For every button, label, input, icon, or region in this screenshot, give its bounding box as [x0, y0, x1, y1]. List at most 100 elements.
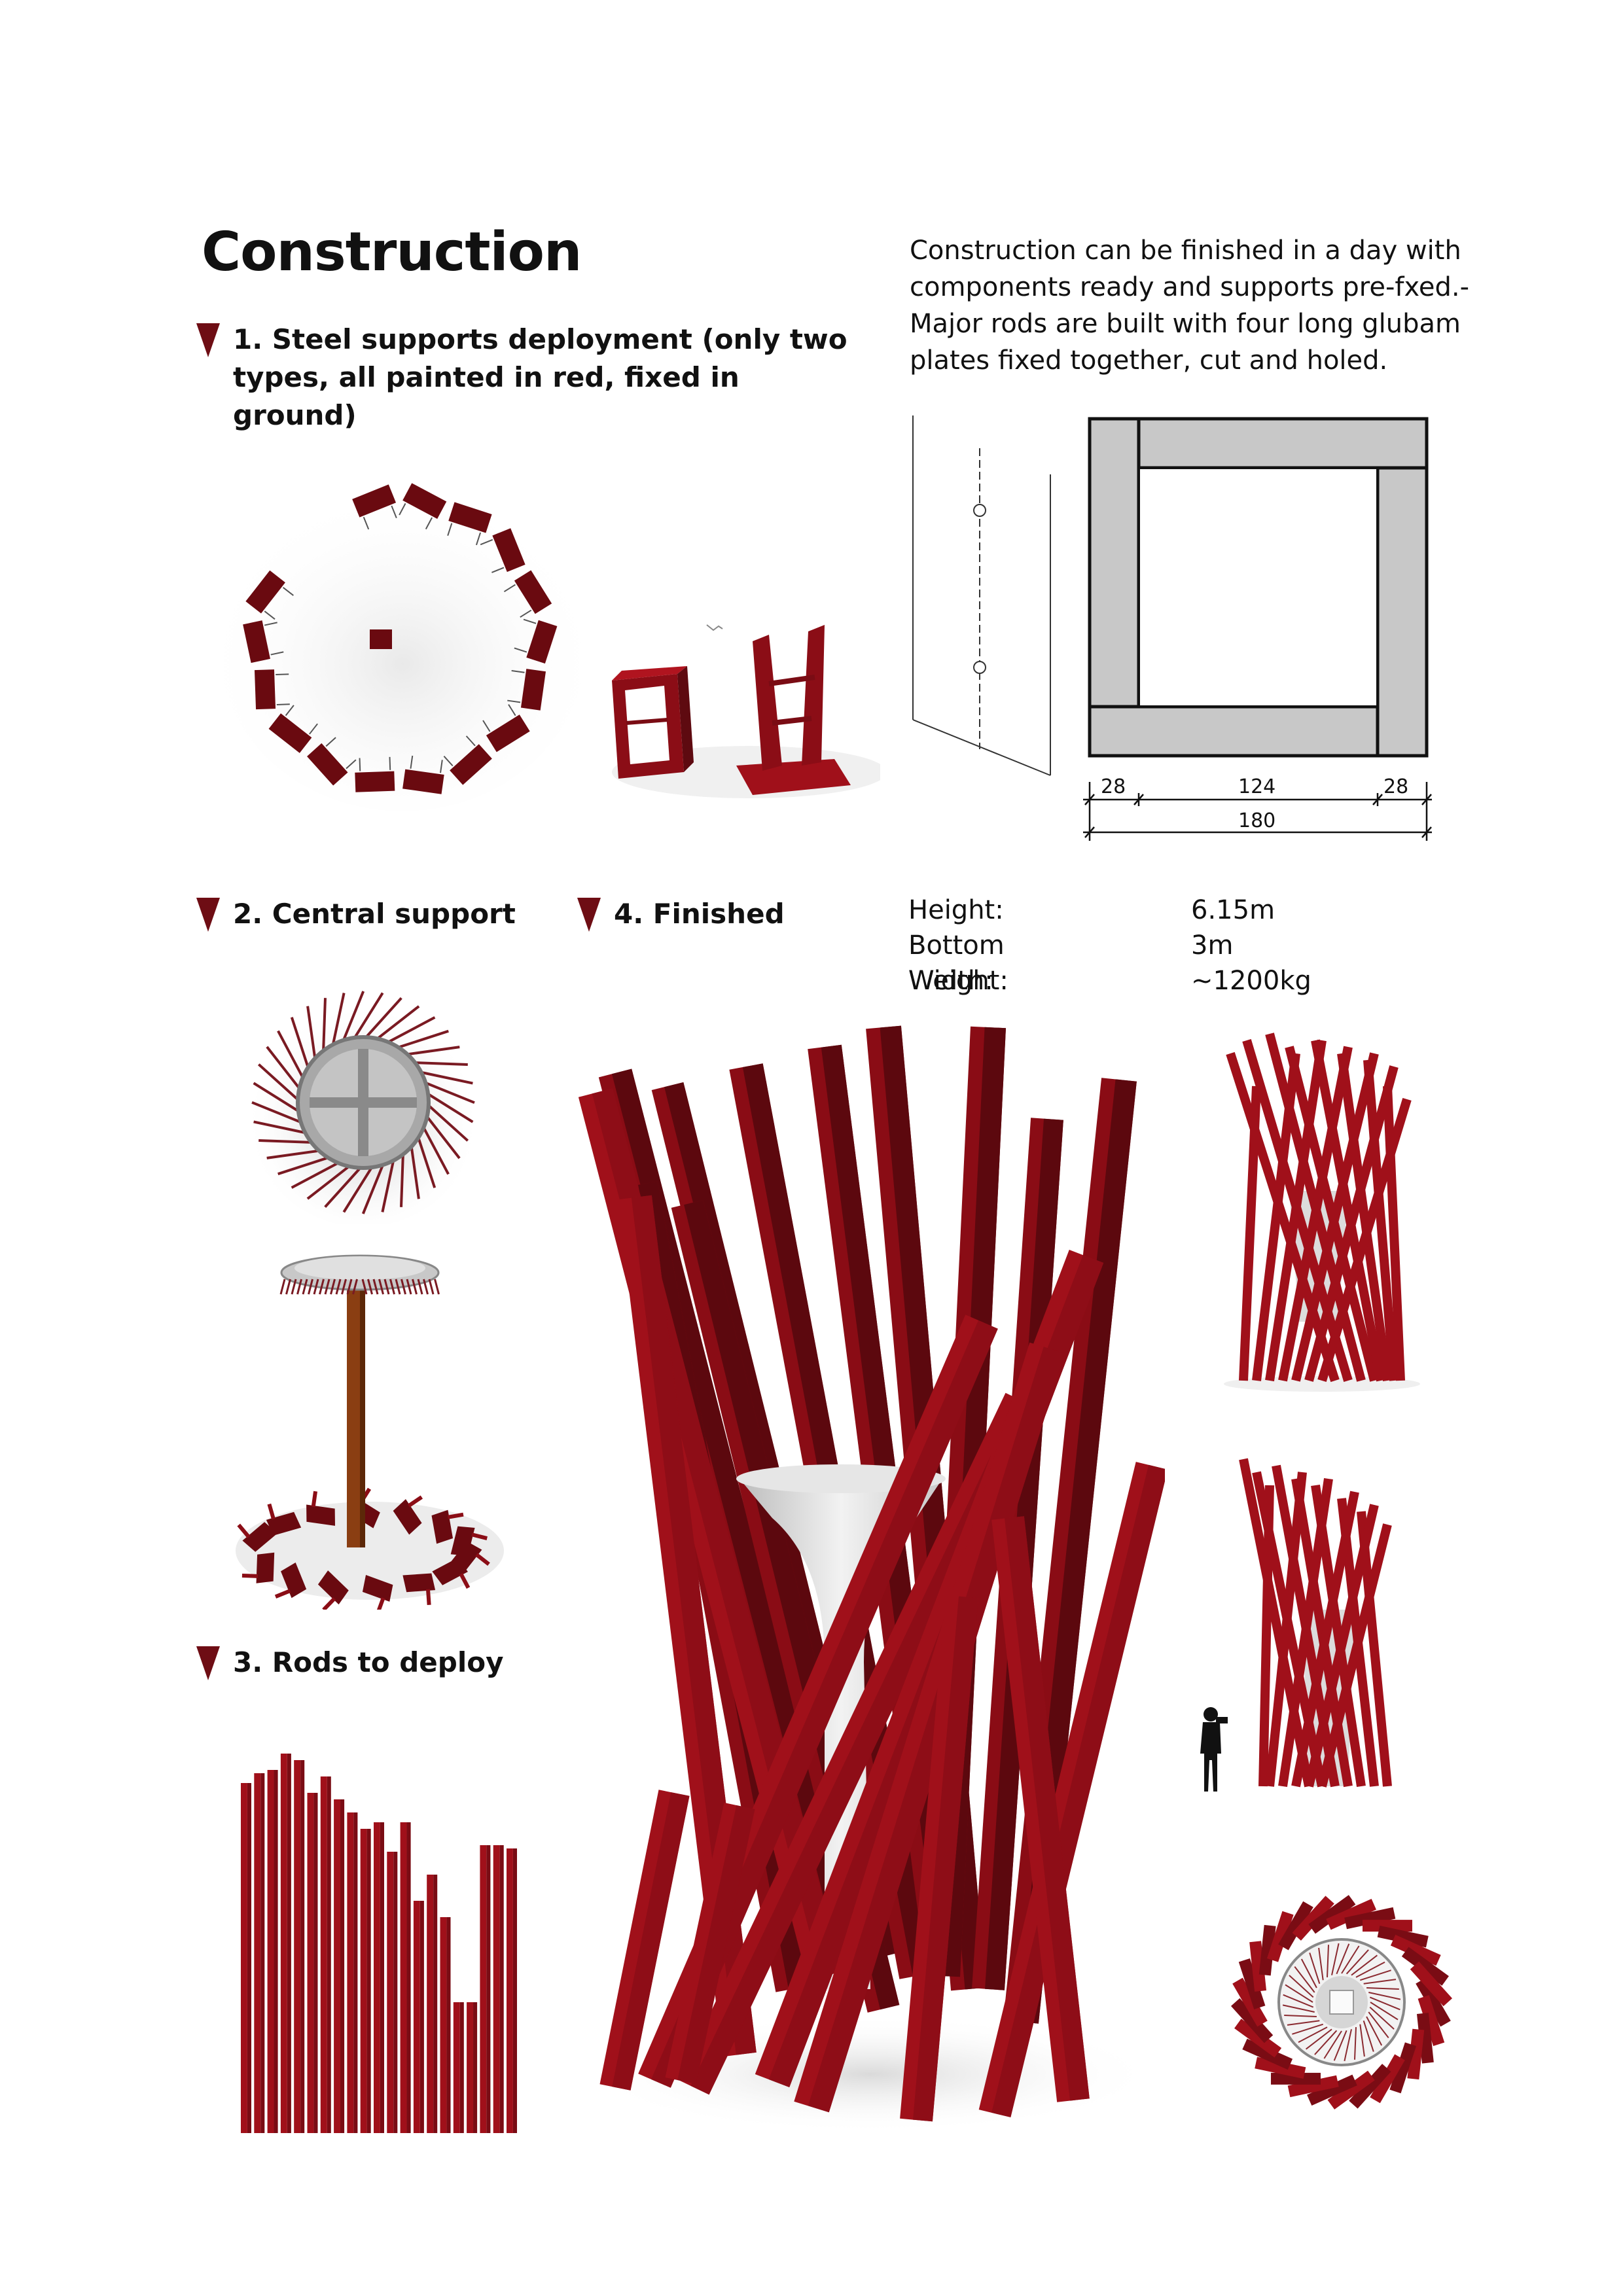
ground-bracket: [402, 1573, 436, 1606]
spoke: [389, 1279, 395, 1295]
plan-rod: [1287, 2075, 1339, 2098]
spoke: [1369, 2006, 1395, 2030]
section-label: 4. Finished: [614, 898, 785, 930]
rod: [413, 1901, 420, 2133]
rod-side: [473, 2002, 478, 2133]
rod: [1317, 1523, 1392, 1788]
support-bracket: [399, 483, 447, 530]
rod: [467, 2002, 474, 2133]
spoke: [372, 1279, 379, 1295]
spoke: [1359, 2024, 1365, 2057]
spoke: [313, 1279, 319, 1295]
section-marker-icon: [196, 1646, 220, 1680]
rod: [480, 1845, 487, 2133]
ground-bracket: [317, 1570, 349, 1610]
rod-shade: [991, 1464, 1165, 2117]
spoke: [259, 1139, 316, 1144]
rod: [1226, 1051, 1340, 1383]
support-bracket: [447, 502, 492, 546]
spoke: [324, 1279, 330, 1295]
plan-rod: [1307, 2074, 1357, 2106]
front-rods: [578, 1088, 1165, 2122]
spoke: [342, 1163, 376, 1213]
spoke: [1354, 2027, 1357, 2060]
spoke: [1283, 1994, 1314, 2008]
rod: [307, 1793, 314, 2133]
dim-middle: 124: [1238, 775, 1275, 798]
spoke: [1287, 2020, 1320, 2026]
section-heading-4: 4. Finished: [577, 895, 839, 933]
spoke: [257, 1063, 302, 1104]
spoke: [266, 1148, 324, 1159]
rod-side: [340, 1799, 345, 2133]
spoke: [393, 1029, 449, 1050]
spoke: [291, 1159, 343, 1189]
rod: [1278, 1477, 1333, 1788]
rod-side: [406, 1822, 411, 2133]
section-label: 2. Central support: [233, 898, 516, 930]
support-bracket: [352, 484, 397, 530]
spoke: [1355, 1961, 1385, 1978]
spec-label: Height:: [908, 895, 1004, 925]
plan-rod: [1255, 2057, 1306, 2079]
spoke: [395, 1279, 401, 1295]
spoke: [1323, 2030, 1342, 2059]
spoke: [1284, 2015, 1317, 2017]
spoke: [1336, 1943, 1350, 1975]
spec-value: 6.15m: [1191, 895, 1275, 925]
spoke: [383, 1279, 390, 1295]
plan-rod: [1232, 1977, 1268, 2027]
spoke: [383, 1016, 436, 1046]
spoke: [1292, 2023, 1324, 2035]
spoke: [1344, 2029, 1352, 2062]
rod: [440, 1917, 447, 2133]
rod-side: [274, 1770, 278, 2133]
spoke: [1327, 1945, 1329, 1977]
rod: [1252, 1053, 1300, 1381]
rod-side: [393, 1852, 398, 2133]
spoke: [306, 1006, 317, 1063]
section-marker-icon: [577, 898, 601, 932]
spoke: [1366, 2016, 1383, 2046]
rod: [493, 1845, 500, 2133]
photographer-icon: [1200, 1707, 1228, 1792]
rod: [280, 1754, 287, 2133]
rod-side: [459, 2002, 464, 2133]
plan-rod: [1407, 2028, 1425, 2080]
rod-shade: [612, 1792, 690, 2091]
rod-shade: [1005, 1516, 1090, 2101]
spoke: [340, 991, 365, 1045]
rod: [1258, 1485, 1274, 1787]
plan-rod: [1308, 1895, 1356, 1934]
disc-spokes: [279, 1279, 440, 1295]
rod-side: [260, 1773, 265, 2133]
spoke: [1351, 1954, 1378, 1976]
plan-rod: [1401, 1947, 1449, 1986]
ground-bracket: [393, 1495, 423, 1535]
rod: [400, 1822, 407, 2133]
section-marker-icon: [196, 898, 220, 932]
finished-elevation-1: [1224, 1033, 1420, 1392]
spoke: [1369, 1996, 1400, 2011]
finished-elevation-2: [1200, 1458, 1392, 1792]
spoke: [417, 1279, 423, 1295]
spoke: [1300, 1958, 1317, 1988]
spoke: [324, 1163, 365, 1209]
rod: [1239, 1086, 1261, 1381]
plate-section: [1088, 417, 1429, 758]
spec-value: 3m: [1191, 930, 1234, 961]
central-funnel: [740, 1479, 942, 1989]
rod: [294, 1760, 301, 2133]
small-sketch-mark: [706, 624, 723, 631]
plan-rod: [1416, 1977, 1451, 2027]
spoke: [362, 997, 402, 1042]
rod-side: [313, 1793, 318, 2133]
spoke: [1363, 2020, 1374, 2052]
rod: [241, 1783, 247, 2133]
spoke: [410, 1061, 468, 1066]
rod: [320, 1776, 327, 2133]
rod-side: [287, 1754, 291, 2133]
rod: [1337, 1053, 1392, 1381]
spoke: [428, 1279, 435, 1295]
plan-rod: [1370, 2054, 1405, 2104]
